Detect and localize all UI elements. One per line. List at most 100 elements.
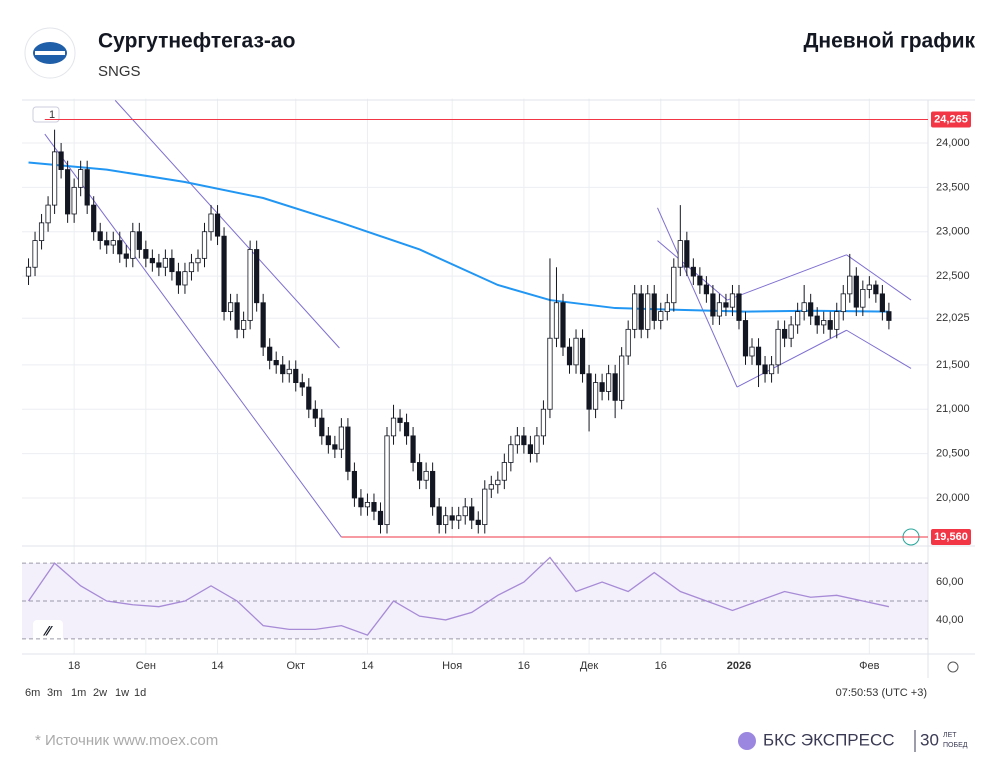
- candle-body: [840, 293, 846, 313]
- candle-body: [175, 271, 182, 286]
- title: Сургутнефтегаз-ао: [98, 30, 295, 53]
- candle-body: [247, 249, 253, 321]
- trend-line: [727, 254, 847, 301]
- y-tick-label: 23,000: [936, 226, 970, 238]
- timeframe[interactable]: 2w: [93, 687, 107, 699]
- candle-body: [566, 346, 573, 366]
- svg-text:⁄⁄: ⁄⁄: [43, 623, 53, 639]
- tv-logo: ⁄⁄: [33, 620, 63, 642]
- x-tick-label: 14: [211, 660, 223, 672]
- candle-body: [384, 435, 390, 526]
- candle-body: [123, 253, 129, 259]
- trend-line: [44, 133, 342, 538]
- ticker: SNGS: [98, 63, 141, 80]
- candle-body: [201, 231, 208, 259]
- candle-body: [143, 249, 149, 259]
- interval-badge-text: 1: [49, 109, 55, 121]
- candle-body: [169, 257, 175, 273]
- candle-body: [149, 257, 155, 264]
- trend-line: [657, 207, 738, 388]
- candle-body: [332, 444, 338, 450]
- candle-body: [267, 346, 273, 361]
- candle-body: [521, 435, 527, 446]
- candle-body: [788, 324, 794, 339]
- trend-line: [114, 100, 340, 349]
- candle-body: [716, 302, 723, 317]
- trend-line: [846, 254, 912, 301]
- candle-body: [104, 240, 110, 246]
- candle-body: [847, 275, 853, 295]
- candle-body: [860, 289, 866, 308]
- candle-body: [130, 231, 136, 259]
- interval-badge[interactable]: [32, 106, 60, 123]
- timeframe[interactable]: 6m: [25, 687, 40, 699]
- candle-body: [449, 515, 455, 521]
- candle-body: [221, 235, 227, 313]
- candle-body: [690, 266, 696, 277]
- candle-body: [592, 382, 599, 410]
- candle-body: [638, 293, 644, 330]
- candle-body: [742, 320, 749, 357]
- timeframe[interactable]: 1d: [134, 687, 146, 699]
- candle-body: [338, 426, 344, 450]
- candle-body: [508, 444, 514, 463]
- candle-body: [136, 231, 142, 250]
- candle-body: [65, 169, 71, 215]
- clock: 07:50:53 (UTC +3): [836, 687, 927, 699]
- candle-body: [619, 355, 625, 401]
- x-tick-label: Фев: [859, 660, 879, 672]
- brand-years: 30: [920, 730, 939, 749]
- x-tick-label: Сен: [136, 660, 156, 672]
- x-tick-label: Окт: [286, 660, 305, 672]
- y-tick-label: 24,000: [936, 137, 970, 149]
- brand-icon: [738, 732, 756, 750]
- candle-body: [58, 151, 64, 171]
- candle-body: [456, 515, 462, 521]
- timeframe[interactable]: 3m: [47, 687, 62, 699]
- candle-body: [703, 284, 709, 295]
- candle-body: [632, 293, 638, 330]
- trend-line: [736, 329, 847, 388]
- x-tick-label: 2026: [727, 660, 751, 672]
- candle-body: [312, 408, 318, 419]
- candle-body: [547, 337, 553, 410]
- candle-body: [814, 315, 820, 326]
- y-tick-label: 22,500: [936, 270, 970, 282]
- price-level-label: 19,560: [934, 531, 968, 543]
- candle-body: [579, 337, 586, 375]
- candle-body: [254, 249, 260, 304]
- rsi-tick-label: 40,00: [936, 614, 964, 626]
- candle-body: [410, 435, 416, 463]
- candle-body: [612, 373, 618, 401]
- x-tick-label: 14: [361, 660, 373, 672]
- candle-body: [671, 266, 677, 304]
- candle-body: [51, 151, 58, 206]
- y-tick-label: 21,000: [936, 403, 970, 415]
- candle-body: [319, 417, 325, 437]
- candle-body: [775, 328, 781, 366]
- candle-body: [755, 346, 762, 366]
- candle-body: [488, 484, 494, 490]
- candle-body: [762, 364, 768, 375]
- x-tick-label: Ноя: [442, 660, 462, 672]
- candle-body: [606, 373, 612, 392]
- candle-body: [38, 222, 45, 242]
- moving-average: [28, 161, 889, 313]
- timeframe[interactable]: 1w: [115, 687, 129, 699]
- candle-body: [808, 302, 814, 317]
- candle-body: [879, 293, 885, 313]
- candle-body: [325, 435, 331, 446]
- candle-body: [853, 275, 859, 308]
- candle-body: [110, 240, 116, 246]
- brand-years-word: ПОБЕД: [943, 742, 968, 749]
- candle-body: [25, 266, 32, 277]
- candle-body: [208, 213, 214, 233]
- price-level-tag: [931, 529, 971, 546]
- settings-icon[interactable]: [947, 661, 959, 673]
- candle-body: [162, 257, 168, 268]
- candle-body: [710, 293, 716, 317]
- y-tick-label: 20,500: [936, 448, 970, 460]
- candle-body: [227, 302, 234, 313]
- timeframe[interactable]: 1m: [71, 687, 86, 699]
- candle-body: [866, 284, 872, 290]
